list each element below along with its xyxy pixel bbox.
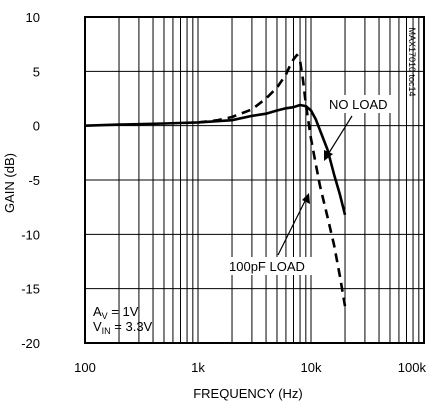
gain-condition: AV = 1V xyxy=(93,304,139,321)
x-tick-label: 100k xyxy=(398,360,426,375)
x-axis-label: FREQUENCY (Hz) xyxy=(193,386,303,401)
y-axis-label: GAIN (dB) xyxy=(2,153,17,213)
y-tick-label: 0 xyxy=(33,119,40,134)
grid-lines xyxy=(85,17,424,343)
no-load-label: NO LOAD xyxy=(329,97,388,112)
no-load-label-bg xyxy=(326,95,392,113)
y-tick-label: -15 xyxy=(21,282,40,297)
y-tick-label: -20 xyxy=(21,336,40,351)
plot-frame xyxy=(84,16,425,344)
figure-id-label: MAX17010 toc14 xyxy=(407,27,417,96)
y-tick-label: -10 xyxy=(21,227,40,242)
x-tick-label: 100 xyxy=(74,360,96,375)
load-callout: 100pF LOAD xyxy=(225,193,313,275)
load-100pf-curve xyxy=(197,53,347,307)
no-load-arrowhead xyxy=(324,150,333,161)
load-label: 100pF LOAD xyxy=(229,259,305,274)
y-tick-label: -5 xyxy=(28,173,40,188)
x-tick-label: 1k xyxy=(191,360,205,375)
no-load-arrow-line xyxy=(326,115,353,157)
vin-condition: VIN = 3.3V xyxy=(93,319,153,336)
plot-curves xyxy=(84,53,347,307)
load-label-bg xyxy=(225,257,313,275)
x-tick-label: 10k xyxy=(301,360,322,375)
tick-labels: 100 1k 10k 100k 10 5 0 -5 -10 -15 -20 xyxy=(21,10,426,375)
load-arrowhead xyxy=(302,193,310,204)
no-load-callout: NO LOAD xyxy=(324,95,392,161)
y-tick-label: 5 xyxy=(33,64,40,79)
test-conditions: AV = 1V VIN = 3.3V xyxy=(93,304,153,336)
load-arrow-line xyxy=(277,198,307,256)
y-tick-label: 10 xyxy=(26,10,40,25)
